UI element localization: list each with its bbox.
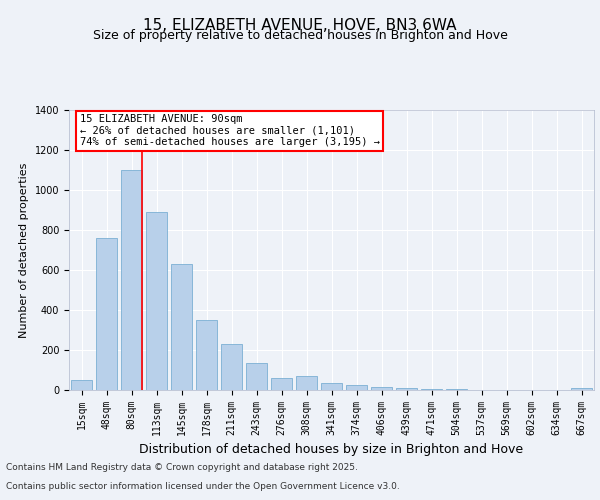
Bar xyxy=(296,376,317,390)
Bar xyxy=(421,389,442,390)
Bar xyxy=(271,378,292,390)
Bar xyxy=(246,363,267,390)
Bar xyxy=(146,212,167,390)
Bar xyxy=(96,238,117,390)
Bar xyxy=(221,344,242,390)
Bar xyxy=(321,383,342,390)
Text: Contains public sector information licensed under the Open Government Licence v3: Contains public sector information licen… xyxy=(6,482,400,491)
Text: Size of property relative to detached houses in Brighton and Hove: Size of property relative to detached ho… xyxy=(92,29,508,42)
Text: 15 ELIZABETH AVENUE: 90sqm
← 26% of detached houses are smaller (1,101)
74% of s: 15 ELIZABETH AVENUE: 90sqm ← 26% of deta… xyxy=(79,114,380,148)
Bar xyxy=(196,320,217,390)
Bar xyxy=(71,380,92,390)
Bar xyxy=(396,388,417,390)
Bar xyxy=(171,264,192,390)
Bar xyxy=(571,388,592,390)
Bar xyxy=(121,170,142,390)
X-axis label: Distribution of detached houses by size in Brighton and Hove: Distribution of detached houses by size … xyxy=(139,444,524,456)
Bar xyxy=(371,387,392,390)
Text: Contains HM Land Registry data © Crown copyright and database right 2025.: Contains HM Land Registry data © Crown c… xyxy=(6,464,358,472)
Text: 15, ELIZABETH AVENUE, HOVE, BN3 6WA: 15, ELIZABETH AVENUE, HOVE, BN3 6WA xyxy=(143,18,457,32)
Y-axis label: Number of detached properties: Number of detached properties xyxy=(19,162,29,338)
Bar xyxy=(346,385,367,390)
